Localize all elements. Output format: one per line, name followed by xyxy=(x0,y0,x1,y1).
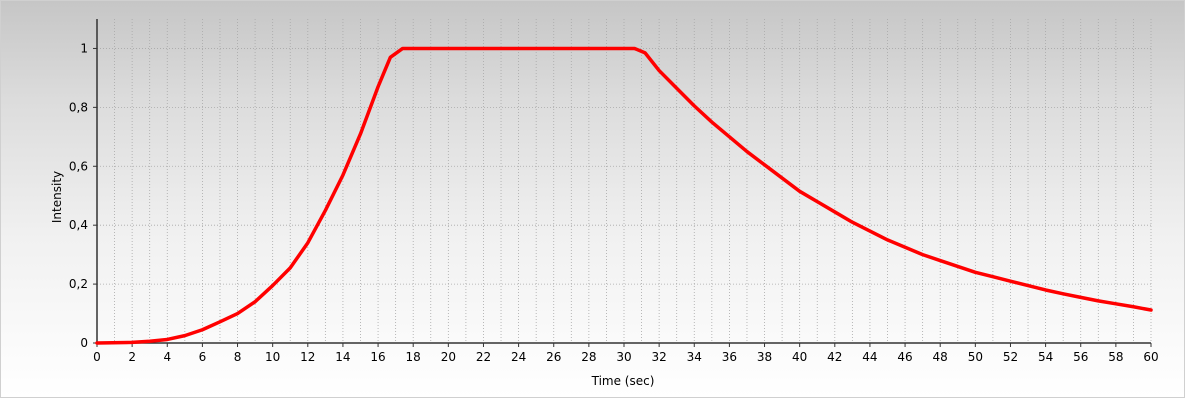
x-tick-label: 14 xyxy=(335,350,350,364)
x-tick-label: 50 xyxy=(968,350,983,364)
x-tick-label: 8 xyxy=(234,350,242,364)
x-tick-label: 20 xyxy=(441,350,456,364)
y-axis-ticks: 0 0,2 0,4 0,6 0,8 1 xyxy=(69,41,97,350)
y-tick-label: 0,2 xyxy=(69,277,88,291)
x-tick-label: 32 xyxy=(651,350,666,364)
x-axis-ticks: 0 2 4 6 8 10 12 14 16 18 20 22 24 26 28 30 32 34 36 38 40 42 4… xyxy=(93,343,1159,364)
x-tick-label: 6 xyxy=(199,350,207,364)
grid xyxy=(97,19,1152,343)
series-layer xyxy=(95,46,1153,345)
x-tick-label: 18 xyxy=(406,350,421,364)
x-tick-label: 48 xyxy=(933,350,948,364)
y-tick-label: 0,8 xyxy=(69,100,88,114)
x-tick-label: 46 xyxy=(897,350,912,364)
y-tick-label: 0 xyxy=(80,336,88,350)
x-tick-label: 54 xyxy=(1038,350,1053,364)
y-tick-label: 0,6 xyxy=(69,159,88,173)
x-tick-label: 12 xyxy=(300,350,315,364)
x-tick-label: 56 xyxy=(1073,350,1088,364)
x-tick-label: 40 xyxy=(792,350,807,364)
x-tick-label: 4 xyxy=(163,350,171,364)
x-tick-label: 34 xyxy=(687,350,702,364)
x-tick-label: 38 xyxy=(757,350,772,364)
x-tick-label: 16 xyxy=(370,350,385,364)
y-tick-label: 0,4 xyxy=(69,218,88,232)
x-tick-label: 0 xyxy=(93,350,101,364)
x-tick-label: 60 xyxy=(1143,350,1158,364)
x-tick-label: 26 xyxy=(546,350,561,364)
x-tick-label: 44 xyxy=(862,350,877,364)
x-tick-label: 10 xyxy=(265,350,280,364)
x-tick-label: 28 xyxy=(581,350,596,364)
x-tick-label: 30 xyxy=(616,350,631,364)
series-line-0 xyxy=(95,46,1153,345)
x-tick-label: 42 xyxy=(827,350,842,364)
x-tick-label: 22 xyxy=(476,350,491,364)
y-tick-label: 1 xyxy=(80,41,88,55)
x-axis-title: Time (sec) xyxy=(591,374,655,388)
x-tick-label: 58 xyxy=(1108,350,1123,364)
x-tick-label: 24 xyxy=(511,350,526,364)
x-tick-label: 2 xyxy=(128,350,136,364)
x-tick-label: 36 xyxy=(722,350,737,364)
y-axis-title: Intensity xyxy=(50,171,64,223)
x-tick-label: 52 xyxy=(1003,350,1018,364)
